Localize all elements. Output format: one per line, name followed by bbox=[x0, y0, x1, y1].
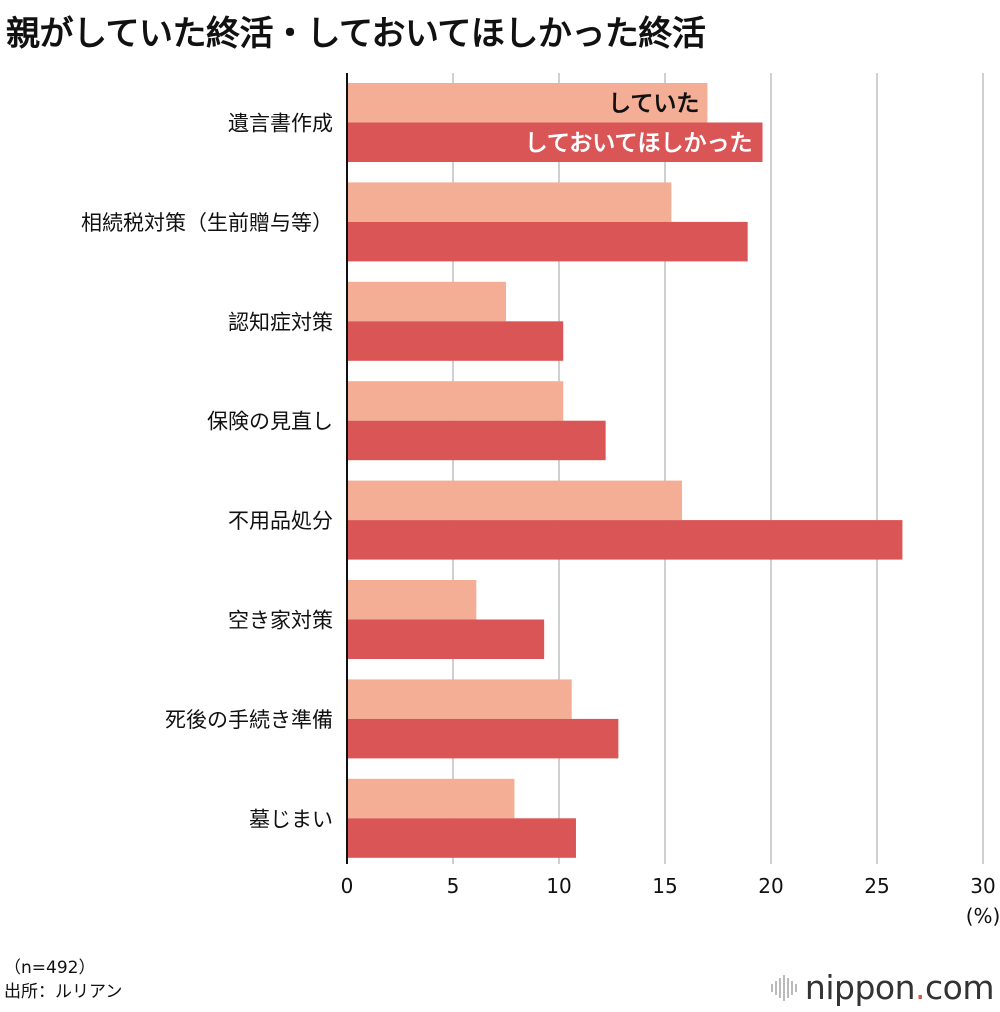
footnote: （n=492） 出所：ルリアン bbox=[4, 956, 122, 1004]
bar-wanted bbox=[347, 221, 748, 262]
category-label: 相続税対策（生前贈与等） bbox=[81, 211, 333, 235]
category-label: 空き家対策 bbox=[228, 609, 333, 633]
category-label: 死後の手続き準備 bbox=[165, 708, 333, 732]
tick-label: 25 bbox=[864, 874, 889, 898]
tick-label: 5 bbox=[447, 874, 460, 898]
chart-title: 親がしていた終活・しておいてほしかった終活 bbox=[6, 14, 706, 54]
legend: していた しておいてほしかった bbox=[525, 91, 753, 157]
category-label: 保険の見直し bbox=[207, 410, 333, 434]
bar-did bbox=[347, 182, 672, 222]
bar-did bbox=[347, 480, 682, 521]
unit-label: (%) bbox=[966, 904, 1000, 928]
brand-dot: . bbox=[915, 968, 926, 1007]
bar-wanted bbox=[347, 818, 576, 858]
bar-wanted bbox=[347, 718, 619, 759]
category-label: 遺言書作成 bbox=[228, 112, 333, 136]
legend-did: していた bbox=[608, 91, 699, 117]
sample-size: （n=492） bbox=[4, 958, 96, 978]
bar-wanted bbox=[347, 520, 903, 560]
tick-labels: 0 5 10 15 20 25 30 bbox=[341, 874, 996, 898]
bar-wanted bbox=[347, 619, 545, 659]
bar-did bbox=[347, 679, 572, 719]
category-label: 認知症対策 bbox=[228, 310, 333, 334]
bar-did bbox=[347, 281, 506, 322]
brand-name: nippon bbox=[804, 968, 916, 1007]
legend-want: しておいてほしかった bbox=[525, 130, 753, 156]
logo-bars-icon bbox=[770, 974, 797, 1001]
tick-label: 30 bbox=[970, 874, 995, 898]
bar-did bbox=[347, 580, 477, 620]
tick-label: 10 bbox=[546, 874, 571, 898]
bars bbox=[347, 83, 903, 858]
bar-did bbox=[347, 778, 515, 819]
brand-tld: com bbox=[925, 968, 994, 1007]
category-label: 不用品処分 bbox=[228, 509, 333, 533]
category-label: 墓じまい bbox=[249, 807, 333, 831]
tick-label: 15 bbox=[652, 874, 677, 898]
bar-wanted bbox=[347, 122, 763, 162]
source: 出所：ルリアン bbox=[4, 982, 123, 1002]
bar-did bbox=[347, 83, 708, 123]
brand-logo: nippon. com bbox=[770, 968, 994, 1007]
tick-label: 20 bbox=[758, 874, 783, 898]
tick-label: 0 bbox=[341, 874, 354, 898]
bar-did bbox=[347, 381, 564, 421]
bar-wanted bbox=[347, 321, 564, 361]
bar-wanted bbox=[347, 420, 606, 461]
